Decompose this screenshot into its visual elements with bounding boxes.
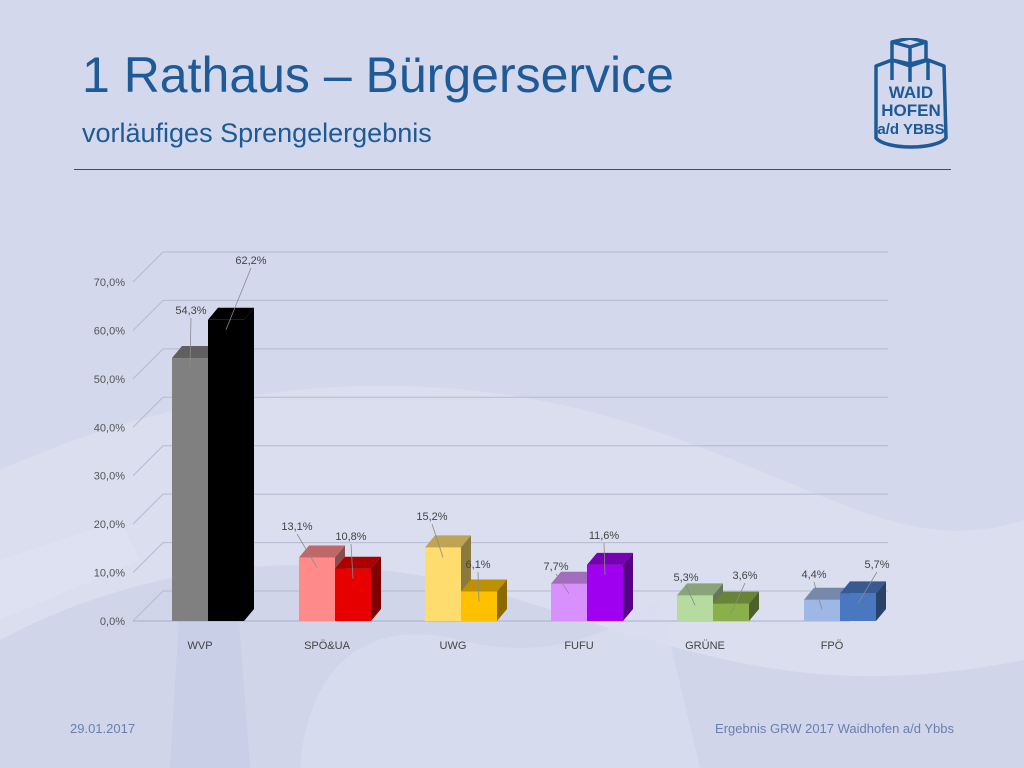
waidhofen-logo: WAID HOFEN a/d YBBS xyxy=(874,38,948,149)
page-subtitle: vorläufiges Sprengelergebnis xyxy=(82,118,432,148)
y-tick-label: 60,0% xyxy=(94,325,125,337)
bar xyxy=(840,593,876,621)
data-label: 54,3% xyxy=(175,305,206,317)
bar xyxy=(551,583,587,621)
x-tick-label: FPÖ xyxy=(821,640,844,652)
bar xyxy=(299,557,335,621)
logo-line1: WAID xyxy=(889,83,933,102)
bar xyxy=(208,319,244,621)
footer-caption: Ergebnis GRW 2017 Waidhofen a/d Ybbs xyxy=(715,721,954,736)
data-label: 6,1% xyxy=(465,559,490,571)
gridline-depth xyxy=(132,251,164,283)
bar-top xyxy=(677,583,723,596)
data-label: 11,6% xyxy=(589,530,620,542)
bar xyxy=(713,603,749,621)
data-label: 4,4% xyxy=(801,569,826,581)
bar-side xyxy=(749,591,759,621)
data-label-leader xyxy=(603,542,606,575)
y-tick-label: 40,0% xyxy=(94,422,125,434)
x-tick-label: FUFU xyxy=(564,640,593,652)
bar-side xyxy=(876,581,886,621)
bar-top xyxy=(208,307,254,320)
data-label-leader xyxy=(296,533,318,568)
bar-side xyxy=(497,579,507,621)
x-tick-label: SPÖ&UA xyxy=(304,640,351,652)
data-label-leader xyxy=(813,581,823,610)
gridline-depth xyxy=(132,493,164,525)
bar-top xyxy=(335,556,381,569)
y-tick-label: 50,0% xyxy=(94,374,125,386)
data-label: 5,7% xyxy=(864,559,889,571)
title-divider xyxy=(74,169,951,170)
y-tick-label: 70,0% xyxy=(94,277,125,289)
bar xyxy=(804,599,840,621)
data-label-leader xyxy=(225,267,252,330)
bar-top xyxy=(172,346,218,359)
gridline-depth xyxy=(132,348,164,380)
data-label-leader xyxy=(555,573,570,594)
bar-top xyxy=(713,591,759,604)
gridline-depth xyxy=(132,590,164,622)
footer-date: 29.01.2017 xyxy=(70,721,136,736)
bar-top xyxy=(299,545,345,558)
bar-top xyxy=(551,571,597,584)
data-label: 15,2% xyxy=(416,511,447,523)
data-label: 10,8% xyxy=(335,531,366,543)
data-label: 13,1% xyxy=(281,521,312,533)
data-label-leader xyxy=(189,317,192,369)
bar-side xyxy=(371,556,381,621)
x-tick-label: UWG xyxy=(440,640,467,652)
bar xyxy=(425,547,461,621)
data-label: 62,2% xyxy=(235,255,266,267)
gridline-depth xyxy=(132,542,164,573)
data-label-leader xyxy=(350,543,354,579)
data-label: 7,7% xyxy=(543,561,568,573)
bar-side xyxy=(244,307,254,621)
gridline-depth xyxy=(132,396,164,428)
bar xyxy=(677,595,713,621)
y-tick-label: 0,0% xyxy=(100,616,125,628)
x-tick-label: GRÜNE xyxy=(685,640,725,652)
bar-top xyxy=(587,552,633,565)
page-title: 1 Rathaus – Bürgerservice xyxy=(82,47,674,103)
data-label-leader xyxy=(477,571,480,602)
data-label-leader xyxy=(730,582,746,614)
bar-side xyxy=(623,552,633,621)
bar-top xyxy=(840,581,886,594)
bar-top xyxy=(804,587,850,600)
data-label: 3,6% xyxy=(732,570,757,582)
data-label: 5,3% xyxy=(673,572,698,584)
bar-top xyxy=(461,579,507,592)
data-label-leader xyxy=(685,584,696,606)
bar xyxy=(172,358,208,621)
gridline-depth xyxy=(132,445,164,477)
data-label-leader xyxy=(857,571,878,604)
data-label-leader xyxy=(431,523,444,558)
gridline-depth xyxy=(132,300,164,331)
logo-line3: a/d YBBS xyxy=(877,121,944,138)
y-tick-label: 30,0% xyxy=(94,471,125,483)
logo-line2: HOFEN xyxy=(881,101,941,120)
x-tick-label: WVP xyxy=(187,640,212,652)
y-tick-label: 20,0% xyxy=(94,519,125,531)
y-tick-label: 10,0% xyxy=(94,568,125,580)
